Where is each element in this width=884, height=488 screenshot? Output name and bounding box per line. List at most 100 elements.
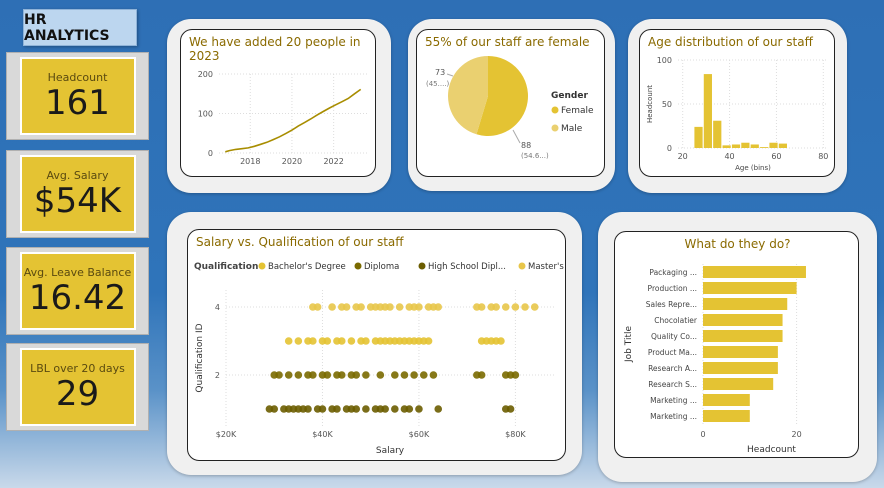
scatter-point: [309, 337, 317, 345]
y-tick-label: 0: [667, 144, 672, 153]
kpi-lbl-over-20-card: LBL over 20 days 29: [19, 348, 136, 426]
histogram-bar: [778, 143, 787, 148]
category-label: Sales Repre...: [646, 300, 697, 309]
job-bar: [703, 362, 778, 374]
scatter-point: [391, 371, 399, 379]
chart-title: We have added 20 people in 2023: [189, 35, 361, 63]
job-bar: [703, 394, 750, 406]
legend-label: Bachelor's Degree: [268, 262, 346, 272]
scatter-point: [318, 405, 327, 413]
histogram-bar: [713, 120, 722, 148]
histogram-bar: [731, 144, 741, 148]
histogram-bar: [769, 142, 778, 148]
scatter-point: [337, 371, 346, 379]
slice-pct-label: (54.6...): [521, 152, 549, 160]
y-tick-label: 200: [198, 70, 213, 79]
kpi-headcount[interactable]: Headcount 161: [6, 52, 149, 140]
leader-line: [446, 73, 454, 77]
job-bar: [703, 314, 783, 326]
scatter-point: [386, 303, 394, 311]
card-age[interactable]: Age distribution of our staff 0 50 100 20 40…: [639, 29, 835, 177]
scatter-point: [391, 405, 399, 413]
slice-value-label: 73: [435, 68, 445, 77]
y-tick-label: 2: [215, 371, 220, 380]
x-tick-label: $20K: [216, 430, 237, 439]
kpi-avg-leave-balance[interactable]: Avg. Leave Balance 16.42: [6, 247, 149, 335]
histogram-bar: [750, 144, 759, 148]
card-gender[interactable]: 55% of our staff are female 88 (54.6...) 7…: [416, 29, 605, 177]
histogram-bar: [694, 126, 703, 148]
job-bar: [703, 378, 774, 390]
scatter-point: [511, 371, 520, 379]
scatter-point: [352, 371, 361, 379]
kpi-label: LBL over 20 days: [30, 361, 125, 375]
scatter-point: [357, 303, 365, 311]
kpi-avg-leave-balance-card: Avg. Leave Balance 16.42: [19, 252, 136, 330]
scatter-point: [294, 371, 303, 379]
chart-title: Salary vs. Qualification of our staff: [196, 235, 404, 249]
job-bar: [703, 410, 750, 422]
scatter-point: [434, 405, 443, 413]
category-label: Marketing ...: [650, 396, 697, 405]
scatter-point: [333, 405, 341, 413]
leader-line: [512, 129, 521, 144]
scatter-point: [313, 303, 322, 311]
x-tick-label: $60K: [409, 430, 430, 439]
histogram-bar: [703, 74, 712, 148]
kpi-value: 16.42: [28, 277, 127, 318]
scatter-point: [362, 337, 370, 345]
y-tick-label: 50: [662, 100, 672, 109]
category-label: Quality Co...: [651, 332, 697, 341]
x-tick-label: 2020: [282, 157, 302, 166]
scatter-point: [395, 303, 404, 311]
kpi-label: Headcount: [47, 70, 108, 84]
histogram-bar: [760, 147, 769, 148]
scatter-point: [328, 303, 336, 311]
scatter-point: [376, 371, 385, 379]
slice-pct-label: (45....): [426, 80, 450, 88]
pie-slice-male: [448, 56, 488, 135]
scatter-point: [337, 337, 346, 345]
y-tick-label: 100: [657, 56, 672, 65]
card-salary-qualification[interactable]: Salary vs. Qualification of our staff Qu…: [187, 229, 566, 461]
scatter-point: [362, 371, 370, 379]
scatter-point: [275, 371, 283, 379]
scatter-point: [497, 337, 505, 345]
card-headcount-trend[interactable]: We have added 20 people in 2023 0 100 200 2…: [180, 29, 376, 177]
series-line: [225, 88, 362, 153]
scatter-point: [284, 337, 293, 345]
scatter-point: [347, 337, 356, 345]
line-chart: 0 100 200 2018 2020 2022: [198, 70, 367, 166]
scatter-point: [511, 303, 520, 311]
job-bar: [703, 282, 797, 294]
y-tick-label: 100: [198, 110, 213, 119]
x-tick-label: 2022: [323, 157, 343, 166]
scatter-point: [294, 337, 303, 345]
x-tick-label: 20: [792, 430, 802, 439]
kpi-lbl-over-20[interactable]: LBL over 20 days 29: [6, 343, 149, 431]
kpi-avg-salary[interactable]: Avg. Salary $54K: [6, 150, 149, 238]
histogram-bar: [741, 142, 750, 148]
job-title-bar-chart: 0 20 Packaging ... Production ... Sales Repr…: [624, 264, 806, 455]
job-bar: [703, 298, 788, 310]
scatter-point: [323, 337, 332, 345]
category-label: Research A...: [648, 364, 697, 373]
job-bar: [703, 330, 783, 342]
x-tick-label: 2018: [240, 157, 260, 166]
scatter-point: [270, 405, 279, 413]
legend-label: Female: [561, 106, 594, 116]
category-label: Marketing ...: [650, 412, 697, 421]
scatter-point: [405, 405, 414, 413]
category-label: Product Ma...: [648, 348, 697, 357]
scatter-point: [342, 303, 351, 311]
scatter-point: [304, 405, 312, 413]
scatter-point: [400, 371, 409, 379]
scatter-chart: Qualification Bachelor's Degree Diploma Hig…: [194, 262, 565, 456]
x-tick-label: 80: [818, 152, 828, 161]
scatter-point: [309, 371, 317, 379]
scatter-point: [323, 371, 332, 379]
histogram-bar: [722, 145, 731, 148]
card-job-titles[interactable]: What do they do? 0 20 Packaging ... Product…: [614, 231, 859, 458]
scatter-point: [410, 371, 418, 379]
scatter-point: [492, 303, 500, 311]
